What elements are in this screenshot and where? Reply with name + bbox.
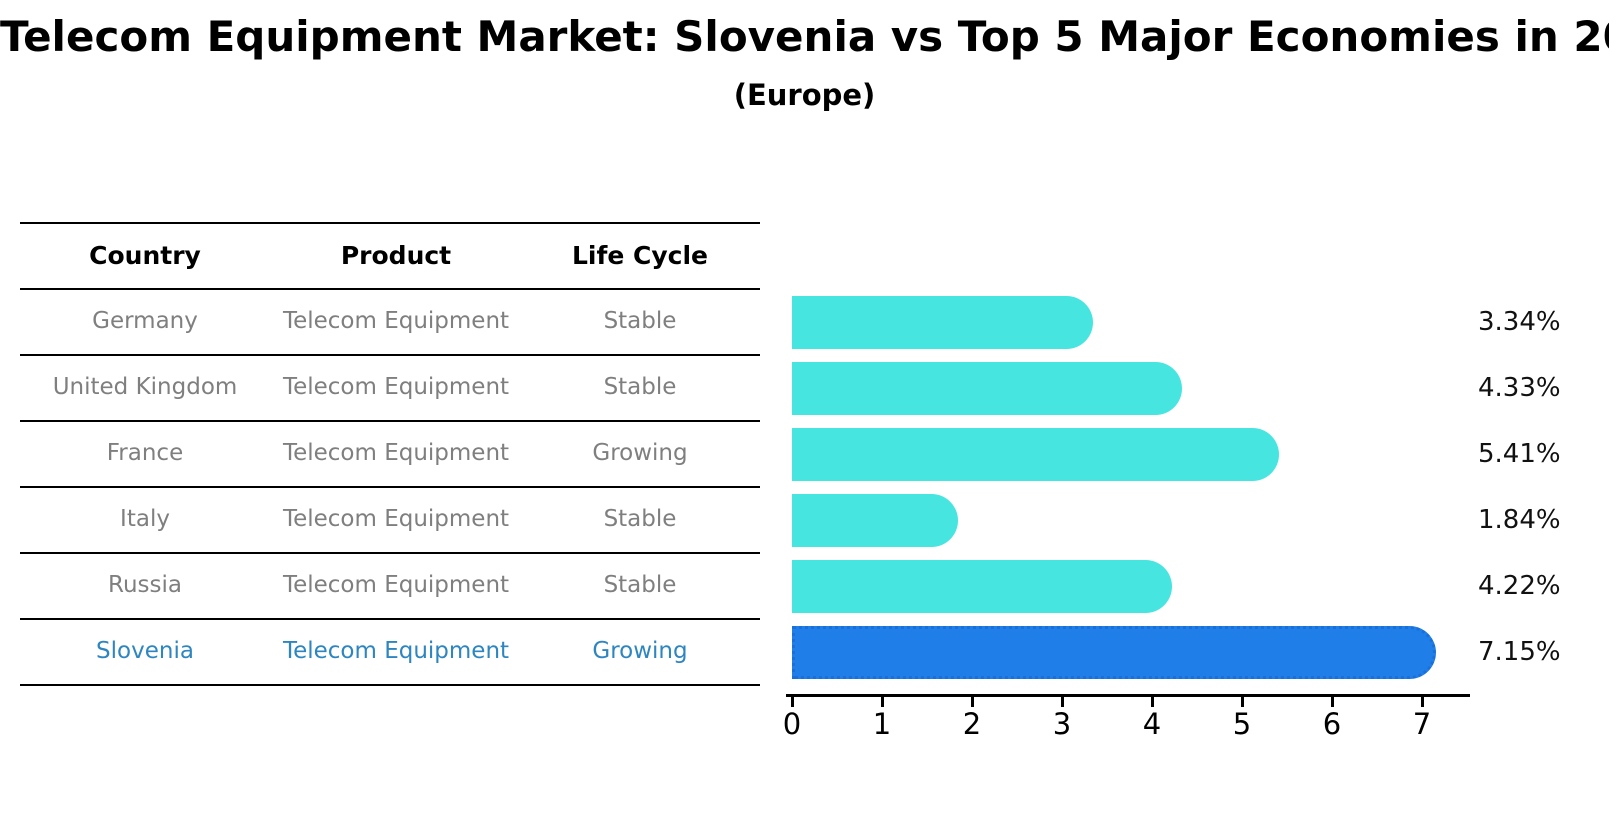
x-tick-label-7: 7	[1412, 707, 1432, 741]
table-divider-line	[20, 288, 760, 290]
x-tick-mark-6	[1330, 697, 1334, 707]
x-tick-label-3: 3	[1052, 707, 1072, 741]
table-row-germany-col2: Stable	[603, 308, 677, 334]
x-tick-mark-7	[1420, 697, 1424, 707]
x-tick-label-5: 5	[1232, 707, 1252, 741]
x-tick-label-1: 1	[872, 707, 892, 741]
bar-germany	[792, 295, 1093, 349]
x-tick-mark-3	[1060, 697, 1064, 707]
value-label-russia: 4.22%	[1478, 571, 1561, 601]
table-row-russia: Russia Telecom Equipment Stable	[20, 552, 758, 618]
table-row-united-kingdom-col1: Telecom Equipment	[282, 374, 510, 400]
table-row-france-col0: France	[106, 440, 184, 466]
table-divider-line	[20, 420, 760, 422]
table-row-russia-col1: Telecom Equipment	[282, 572, 510, 598]
table-row-germany-col1: Telecom Equipment	[282, 308, 510, 334]
table-row-russia-col2: Stable	[603, 572, 677, 598]
x-tick-label-2: 2	[962, 707, 982, 741]
table-row-united-kingdom: United Kingdom Telecom Equipment Stable	[20, 354, 758, 420]
table-row-italy-col0: Italy	[120, 506, 170, 532]
table-row-united-kingdom-col0: United Kingdom	[52, 374, 238, 400]
x-tick-mark-0	[790, 697, 794, 707]
x-axis-line	[786, 694, 1470, 697]
table-row-france: France Telecom Equipment Growing	[20, 420, 758, 486]
table-row-italy: Italy Telecom Equipment Stable	[20, 486, 758, 552]
table-row-germany: Germany Telecom Equipment Stable	[20, 288, 758, 354]
bar-france	[792, 427, 1279, 481]
x-tick-mark-5	[1240, 697, 1244, 707]
table-divider-line	[20, 486, 760, 488]
table-row-slovenia-col1: Telecom Equipment	[282, 638, 510, 664]
bar-russia	[792, 559, 1172, 613]
chart-title: Telecom Equipment Market: Slovenia vs To…	[0, 12, 1609, 61]
x-tick-label-4: 4	[1142, 707, 1162, 741]
table-row-slovenia-col2: Growing	[592, 638, 688, 664]
x-tick-label-0: 0	[782, 707, 802, 741]
table-row-italy-col2: Stable	[603, 506, 677, 532]
table-row-italy-col1: Telecom Equipment	[282, 506, 510, 532]
table-divider-line	[20, 618, 760, 620]
value-label-germany: 3.34%	[1478, 307, 1561, 337]
value-label-france: 5.41%	[1478, 439, 1561, 469]
table-header-row-col2: Life Cycle	[571, 240, 709, 270]
table-divider-line	[20, 684, 760, 686]
chart-subtitle: (Europe)	[733, 78, 876, 112]
value-label-italy: 1.84%	[1478, 505, 1561, 535]
table-divider-line	[20, 552, 760, 554]
x-tick-mark-4	[1150, 697, 1154, 707]
x-tick-mark-2	[970, 697, 974, 707]
table-row-slovenia: Slovenia Telecom Equipment Growing	[20, 618, 758, 684]
x-tick-mark-1	[880, 697, 884, 707]
table-divider-line	[20, 354, 760, 356]
table-header-row-col0: Country	[89, 240, 201, 270]
table-row-france-col2: Growing	[592, 440, 688, 466]
table-header-row: Country Product Life Cycle	[20, 222, 758, 288]
table-row-slovenia-col0: Slovenia	[96, 638, 194, 664]
bar-italy	[792, 493, 958, 547]
table-row-france-col1: Telecom Equipment	[282, 440, 510, 466]
x-tick-label-6: 6	[1322, 707, 1342, 741]
table-header-row-col1: Product	[340, 240, 452, 270]
table-row-united-kingdom-col2: Stable	[603, 374, 677, 400]
table-divider-line	[20, 222, 760, 224]
bar-united-kingdom	[792, 361, 1182, 415]
value-label-united-kingdom: 4.33%	[1478, 373, 1561, 403]
value-label-slovenia: 7.15%	[1478, 637, 1561, 667]
table-row-russia-col0: Russia	[108, 572, 182, 598]
table-row-germany-col0: Germany	[92, 308, 198, 334]
bar-slovenia	[792, 625, 1436, 679]
